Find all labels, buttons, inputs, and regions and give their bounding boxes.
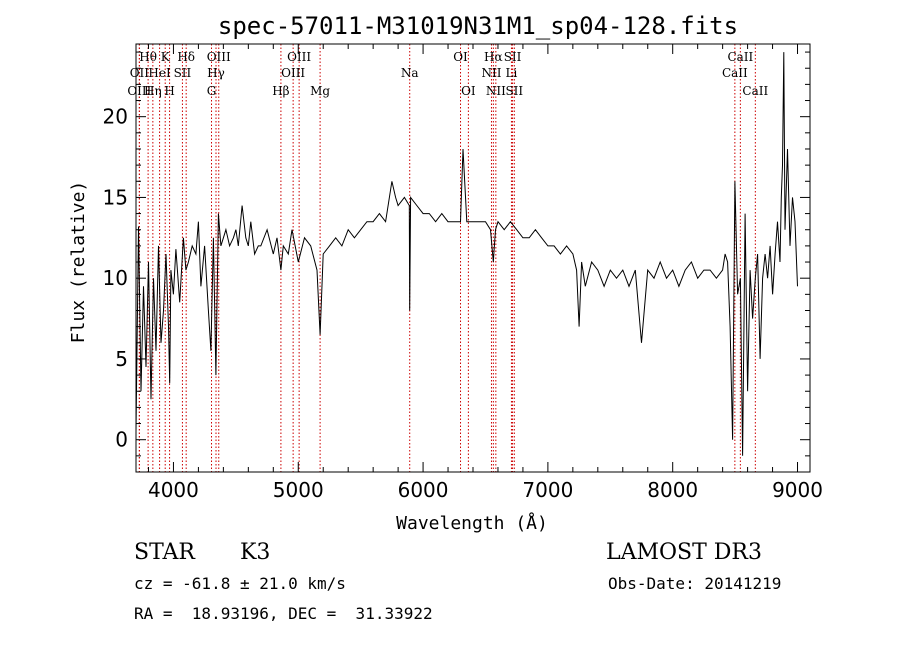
line-label: G [207,84,217,98]
y-axis-ticks: 0 5 10 15 20 [103,51,810,457]
x-tick-label: 6000 [398,478,449,502]
line-label: OIII [207,50,231,64]
line-label: OI [453,50,468,64]
y-tick-label: 10 [103,266,128,290]
x-axis-ticks: 4000 5000 6000 7000 8000 9000 [147,44,823,502]
line-label: OI [461,84,476,98]
line-label: HeI [148,66,171,80]
line-label: H [164,84,174,98]
line-label: Hα [484,50,503,64]
line-label: NII [481,66,501,80]
x-tick-label: 8000 [647,478,698,502]
line-label: SII [174,66,192,80]
chart-title: spec-57011-M31019N31M1_sp04-128.fits [218,12,738,40]
line-label: Hβ [272,84,289,98]
spectrum-line [135,52,798,456]
x-tick-label: 4000 [148,478,199,502]
line-label: Li [506,66,518,80]
survey-name: LAMOST DR3 [606,540,762,565]
redshift-text: cz = -61.8 ± 21.0 km/s [134,574,346,593]
object-subclass: K3 [240,540,271,565]
y-axis-label: Flux (relative) [68,181,89,344]
line-label: OIII [127,84,151,98]
line-label: Hη [144,84,162,98]
y-tick-label: 0 [115,428,128,452]
y-tick-label: 15 [103,185,128,209]
obs-date: Obs-Date: 20141219 [608,574,782,593]
line-markers [138,44,756,472]
line-label: Na [401,66,419,80]
line-label: OIII [287,50,311,64]
line-label: SII [505,84,523,98]
x-tick-label: 7000 [522,478,573,502]
line-label: OII [130,66,150,80]
line-label: Hθ [139,50,157,64]
x-tick-label: 9000 [772,478,823,502]
x-axis-label: Wavelength (Å) [396,512,548,534]
line-label: K [161,50,171,64]
coordinates: RA = 18.93196, DEC = 31.33922 [134,604,433,623]
line-label: Mg [310,84,330,98]
y-tick-label: 20 [103,105,128,129]
x-tick-label: 5000 [273,478,324,502]
line-label: CaII [727,50,753,64]
object-class: STAR [134,540,195,565]
y-tick-label: 5 [115,347,128,371]
line-label: CaII [722,66,748,80]
plot-frame [135,43,811,473]
line-label: Hγ [207,66,225,80]
line-label: Hδ [177,50,195,64]
line-label: NII [486,84,506,98]
line-label: OIII [281,66,305,80]
line-label: SII [504,50,522,64]
line-label: CaII [742,84,768,98]
